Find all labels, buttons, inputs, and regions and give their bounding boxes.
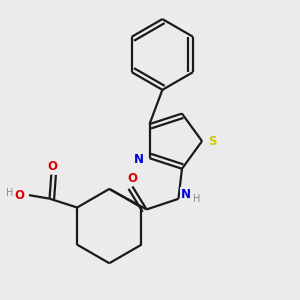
Text: H: H <box>6 188 13 198</box>
Text: O: O <box>14 189 24 202</box>
Text: N: N <box>181 188 191 201</box>
Text: S: S <box>208 135 216 148</box>
Text: N: N <box>134 154 144 166</box>
Text: O: O <box>128 172 137 185</box>
Text: O: O <box>47 160 57 173</box>
Text: H: H <box>193 194 200 204</box>
